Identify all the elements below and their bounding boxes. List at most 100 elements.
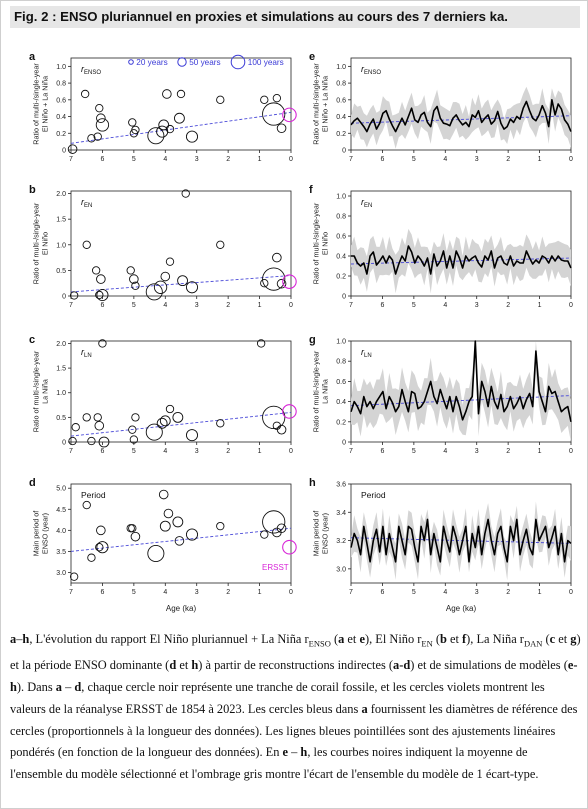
caption-text: ), La Niña r — [466, 632, 524, 646]
coral-slice-circle — [174, 536, 185, 546]
x-tick-label: 3 — [475, 302, 479, 309]
caption-text: ), El Niño r — [364, 632, 422, 646]
coral-slice-circle — [128, 118, 137, 127]
x-tick-label: 7 — [69, 589, 73, 596]
figure-panels: a rENSO 0 0.2 0.4 0.6 0.8 1.0 Ratio of multi-/si… — [29, 51, 573, 613]
x-tick-label: 6 — [380, 589, 384, 596]
coral-slice-circle — [96, 113, 106, 124]
y-axis-label: Ratio of multi-/single-year — [32, 350, 41, 432]
ersst-circle — [282, 107, 297, 123]
caption-text: et — [176, 658, 192, 673]
caption-text: ( — [432, 632, 440, 646]
coral-slice-circle — [177, 275, 188, 287]
y-tick-label: 1.0 — [56, 242, 66, 249]
x-tick-label: 0 — [569, 156, 573, 163]
y-tick-label: 0.2 — [56, 131, 66, 138]
panel-letter: c — [29, 334, 35, 346]
caption-panel-ref: e-h — [10, 658, 578, 695]
panel-tag: Period — [361, 490, 386, 500]
x-tick-label: 4 — [163, 302, 167, 309]
panel-c: c rLN 0 0.5 1.0 1.5 2.0 Ratio of multi-/single-… — [29, 334, 297, 455]
panel-letter: b — [29, 184, 36, 196]
coral-slice-circle — [185, 281, 199, 294]
x-tick-label: 6 — [100, 589, 104, 596]
caption-text: ) à partir de reconstructions indirectes… — [198, 658, 393, 673]
x-tick-label: 1 — [258, 589, 262, 596]
x-tick-label: 3 — [475, 156, 479, 163]
x-tick-label: 0 — [569, 589, 573, 596]
x-tick-label: 1 — [538, 302, 542, 309]
x-tick-label: 6 — [100, 448, 104, 455]
weighted-fit-line — [70, 411, 292, 437]
coral-slice-circle — [172, 516, 184, 528]
caption-text: et — [555, 632, 571, 646]
coral-slice-circle — [94, 420, 105, 431]
coral-slice-circle — [158, 119, 170, 131]
panel-g: g rLN 0 0.2 0.4 0.6 0.8 1.0 Ratio of multi-/sing… — [309, 334, 573, 455]
y-axis-label: Ratio of multi-/single-year — [32, 63, 41, 145]
coral-slice-circle — [69, 572, 79, 581]
x-tick-label: 5 — [132, 589, 136, 596]
coral-slice-circle — [71, 423, 80, 432]
x-tick-label: 6 — [380, 448, 384, 455]
y-tick-label: 0.5 — [56, 415, 66, 422]
caption-text: , L'évolution du rapport El Niño plurian… — [29, 632, 309, 646]
coral-slice-circle — [67, 144, 78, 154]
ensemble-mean-line — [350, 340, 572, 422]
y-tick-label: 0 — [342, 294, 346, 301]
axes-box — [70, 57, 292, 151]
y-tick-label: 1.0 — [336, 64, 346, 71]
y-tick-label: 1.0 — [56, 64, 66, 71]
coral-slice-circle — [159, 520, 171, 532]
x-tick-label: 2 — [226, 589, 230, 596]
coral-slice-circle — [147, 127, 165, 145]
x-tick-label: 1 — [538, 448, 542, 455]
x-tick-label: 3 — [195, 156, 199, 163]
coral-slice-circle — [96, 288, 109, 302]
caption-panel-ref: b — [439, 632, 447, 646]
caption-text: ). Dans — [16, 680, 56, 695]
y-axis-label: Ratio of multi-/single-year — [312, 202, 321, 284]
coral-slice-circle — [87, 553, 96, 562]
x-tick-label: 4 — [443, 156, 447, 163]
y-tick-label: 0.2 — [336, 131, 346, 138]
x-tick-label: 4 — [443, 589, 447, 596]
y-tick-label: 0.4 — [336, 114, 346, 121]
coral-slice-circle — [91, 266, 101, 275]
y-axis-label: El Niño + La Niña — [41, 76, 50, 132]
caption-text: – — [16, 632, 23, 646]
coral-slice-circle — [87, 436, 96, 446]
panel-tag: rLN — [361, 347, 372, 359]
y-tick-label: 3.5 — [56, 549, 66, 556]
coral-slice-circle — [128, 425, 137, 434]
legend-label: 50 years — [189, 58, 220, 67]
coral-slice-circle — [262, 405, 286, 429]
axes-box — [70, 340, 292, 443]
coral-slice-circle — [272, 252, 282, 263]
x-tick-label: 6 — [100, 302, 104, 309]
coral-slice-circle — [216, 240, 225, 249]
x-tick-label: 0 — [289, 448, 293, 455]
circle-size-legend: 20 years 50 years 100 years — [128, 54, 284, 70]
axes-box — [70, 483, 292, 584]
ensemble-mean-line — [350, 518, 572, 563]
figure-caption: a–h, L'évolution du rapport El Niño plur… — [10, 629, 582, 786]
caption-text: ( — [330, 632, 339, 646]
panel-h: h Period 3.0 3.2 3.4 3.6 Main period of ENSO (y… — [309, 477, 573, 596]
y-axis-label: El Niño — [41, 232, 50, 255]
x-tick-label: 2 — [226, 302, 230, 309]
caption-panel-ref: g — [570, 632, 577, 646]
y-axis-label: ENSO (year) — [321, 513, 330, 554]
y-axis-label: La Niña — [321, 379, 330, 404]
axes-box — [70, 190, 292, 297]
coral-slice-circle — [260, 530, 269, 539]
coral-slice-circle — [276, 424, 287, 435]
x-tick-label: 3 — [195, 302, 199, 309]
y-tick-label: 0.8 — [56, 81, 66, 88]
y-tick-label: 0.5 — [56, 268, 66, 275]
coral-slice-circle — [126, 266, 135, 275]
x-tick-label: 6 — [100, 156, 104, 163]
y-tick-label: 3.0 — [336, 566, 346, 573]
coral-slice-circle — [126, 524, 135, 533]
